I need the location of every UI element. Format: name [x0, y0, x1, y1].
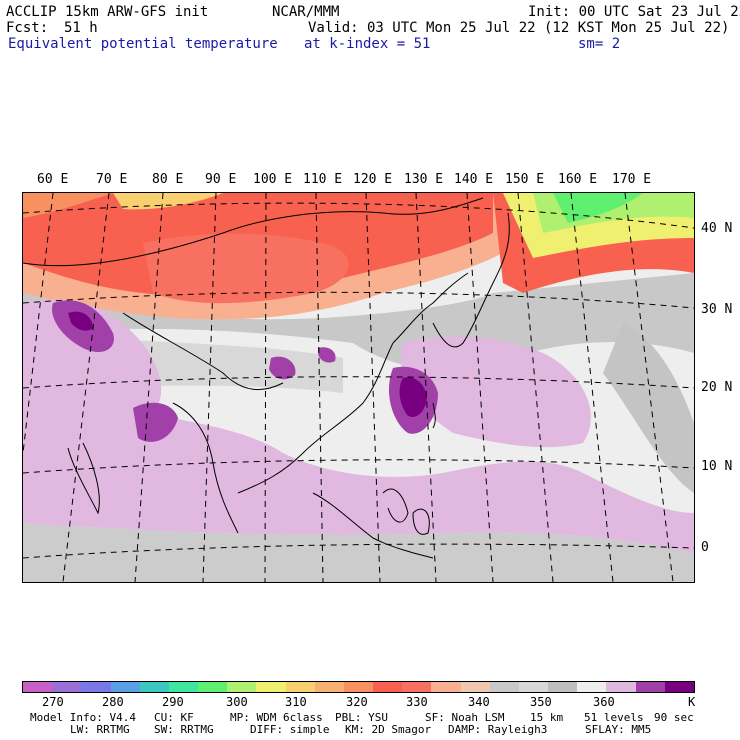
colorbar-tick: 350 — [530, 695, 552, 709]
colorbar-tick: 280 — [102, 695, 124, 709]
colorbar-swatch — [139, 682, 169, 692]
colorbar-tick: 290 — [162, 695, 184, 709]
footer-km: KM: 2D Smagor — [345, 723, 432, 736]
organization: NCAR/MMM — [272, 4, 340, 20]
theta-e-field — [23, 193, 694, 582]
colorbar-swatch — [314, 682, 344, 692]
colorbar-swatch — [518, 682, 549, 692]
colorbar-swatch — [23, 682, 53, 692]
colorbar-swatch — [606, 682, 636, 692]
footer-model-info: Model Info: V4.4 — [30, 711, 136, 724]
lat-label: 40 N — [701, 221, 733, 236]
footer-levels: 51 levels — [584, 711, 644, 724]
colorbar-swatch — [52, 682, 82, 692]
lon-label: 130 E — [404, 172, 444, 187]
colorbar-swatch — [343, 682, 374, 692]
lat-label: 30 N — [701, 302, 733, 317]
lon-label: 100 E — [253, 172, 293, 187]
colorbar-swatch — [431, 682, 461, 692]
colorbar — [22, 681, 695, 693]
footer-lw: LW: RRTMG — [70, 723, 130, 736]
footer-sflay: SFLAY: MM5 — [585, 723, 652, 736]
colorbar-tick: 300 — [226, 695, 248, 709]
colorbar-swatch — [489, 682, 519, 692]
colorbar-swatch — [81, 682, 111, 692]
footer-damp: DAMP: Rayleigh3 — [448, 723, 548, 736]
colorbar-tick: 310 — [285, 695, 307, 709]
footer-mp: MP: WDM 6class — [230, 711, 323, 724]
colorbar-tick: 270 — [42, 695, 64, 709]
lon-label: 70 E — [96, 172, 128, 187]
colorbar-swatch — [577, 682, 607, 692]
valid-time: Valid: 03 UTC Mon 25 Jul 22 (12 KST Mon … — [308, 20, 730, 36]
colorbar-swatch — [110, 682, 140, 692]
colorbar-unit: K — [688, 695, 696, 709]
colorbar-swatch — [548, 682, 578, 692]
lon-label: 170 E — [612, 172, 652, 187]
map-panel — [22, 192, 695, 583]
colorbar-swatch — [664, 682, 694, 692]
colorbar-swatch — [635, 682, 665, 692]
lon-label: 140 E — [454, 172, 494, 187]
forecast-label: Fcst: — [6, 20, 49, 36]
footer-cu: CU: KF — [154, 711, 194, 724]
model-title: ACCLIP 15km ARW-GFS init — [6, 4, 209, 20]
forecast-hour: 51 h — [64, 20, 98, 36]
lon-label: 150 E — [505, 172, 545, 187]
lon-label: 160 E — [558, 172, 598, 187]
colorbar-tick: 360 — [593, 695, 615, 709]
colorbar-tick: 320 — [346, 695, 368, 709]
lat-label: 0 — [701, 540, 709, 555]
init-time: Init: 00 UTC Sat 23 Jul 22 — [528, 4, 740, 20]
colorbar-swatch — [198, 682, 228, 692]
footer-sf: SF: Noah LSM — [425, 711, 505, 724]
lon-label: 110 E — [303, 172, 343, 187]
lon-label: 90 E — [205, 172, 237, 187]
level-index: at k-index = 51 — [304, 36, 431, 52]
field-name: Equivalent potential temperature — [8, 36, 278, 52]
colorbar-tick: 330 — [406, 695, 428, 709]
footer-sw: SW: RRTMG — [154, 723, 214, 736]
colorbar-swatch — [168, 682, 199, 692]
lon-label: 60 E — [37, 172, 69, 187]
colorbar-swatch — [256, 682, 286, 692]
colorbar-swatch — [285, 682, 315, 692]
colorbar-swatch — [460, 682, 490, 692]
colorbar-swatch — [227, 682, 257, 692]
lon-label: 120 E — [353, 172, 393, 187]
lat-label: 10 N — [701, 459, 733, 474]
colorbar-swatch — [373, 682, 403, 692]
colorbar-swatch — [402, 682, 432, 692]
smoothing: sm= 2 — [578, 36, 621, 52]
footer-resolution: 15 km — [530, 711, 564, 724]
lat-label: 20 N — [701, 380, 733, 395]
footer-pbl: PBL: YSU — [335, 711, 388, 724]
lon-label: 80 E — [152, 172, 184, 187]
colorbar-tick: 340 — [468, 695, 490, 709]
footer-diff: DIFF: simple — [250, 723, 330, 736]
footer-timestep: 90 sec — [654, 711, 694, 724]
